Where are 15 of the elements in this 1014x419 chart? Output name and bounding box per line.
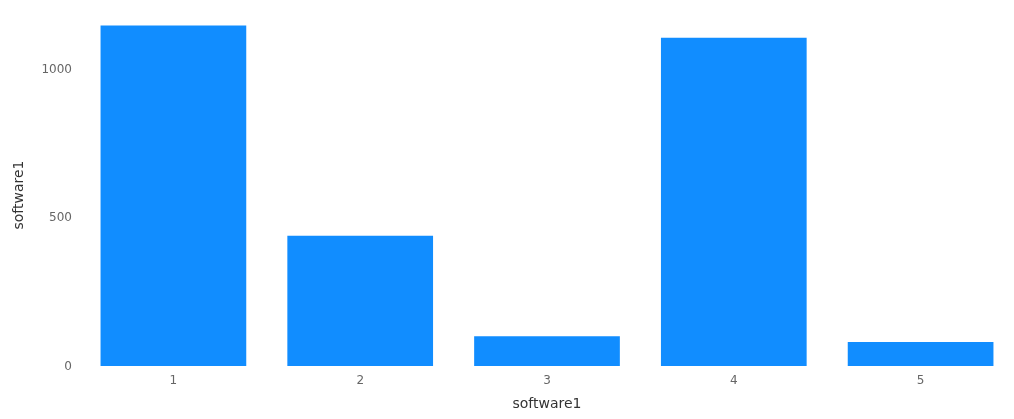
bar bbox=[847, 341, 994, 366]
bar bbox=[474, 336, 620, 366]
bar bbox=[660, 37, 807, 366]
x-tick-label: 4 bbox=[729, 373, 738, 387]
y-tick-label: 1000 bbox=[41, 61, 72, 76]
bar bbox=[100, 25, 247, 366]
y-axis-title: software1 bbox=[10, 160, 26, 230]
x-tick-label: 5 bbox=[916, 373, 925, 387]
x-tick-label: 3 bbox=[543, 373, 551, 387]
y-tick-label: 500 bbox=[49, 210, 72, 225]
x-tick-label: 1 bbox=[169, 373, 178, 387]
bar bbox=[287, 235, 434, 366]
y-tick-label: 0 bbox=[64, 359, 72, 373]
x-axis-title: software1 bbox=[512, 395, 582, 411]
x-tick-label: 2 bbox=[356, 373, 365, 387]
